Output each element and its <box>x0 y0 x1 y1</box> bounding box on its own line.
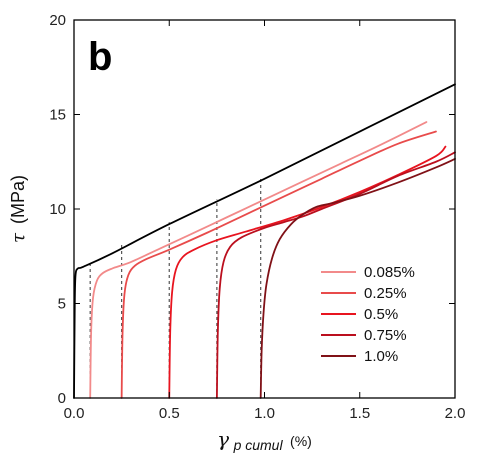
plot-series <box>73 83 456 399</box>
y-tick-label: 0 <box>58 390 66 407</box>
x-axis-unit: (%) <box>290 433 312 449</box>
x-tick-label: 0.5 <box>159 405 180 422</box>
series-line-0 <box>73 83 456 399</box>
y-tick-label: 15 <box>49 107 66 124</box>
series-line-5 <box>259 158 456 399</box>
legend-label: 0.75% <box>364 327 407 344</box>
series-line-1 <box>89 121 428 399</box>
x-tick-label: 2.0 <box>445 405 466 422</box>
axis-ticks: 0.0 0.5 1.0 1.5 2.0 0 5 10 15 20 <box>49 12 465 422</box>
legend-label: 0.25% <box>364 285 407 302</box>
drop-guides <box>89 176 262 398</box>
x-tick-label: 1.0 <box>254 405 275 422</box>
y-axis-label: τ (MPa) <box>8 175 29 243</box>
x-tick-label: 0.0 <box>64 405 85 422</box>
y-tick-label: 10 <box>49 201 66 218</box>
series-line-2 <box>120 130 437 399</box>
series-line-4 <box>215 151 456 399</box>
x-axis-subscript: p cumul <box>233 437 284 453</box>
legend-label: 0.5% <box>364 306 398 323</box>
legend-label: 1.0% <box>364 348 398 365</box>
y-tick-label: 20 <box>49 12 66 29</box>
x-tick-label: 1.5 <box>349 405 370 422</box>
y-tick-label: 5 <box>58 296 66 313</box>
panel-label: b <box>88 35 112 79</box>
legend-label: 0.085% <box>364 264 415 281</box>
y-axis-symbol: τ <box>8 232 29 243</box>
x-axis-label: γ p cumul (%) <box>217 427 312 454</box>
y-axis-unit: (MPa) <box>8 175 28 224</box>
legend: 0.085% 0.25% 0.5% 0.75% 1.0% <box>321 264 415 365</box>
x-axis-symbol: γ <box>217 427 229 451</box>
